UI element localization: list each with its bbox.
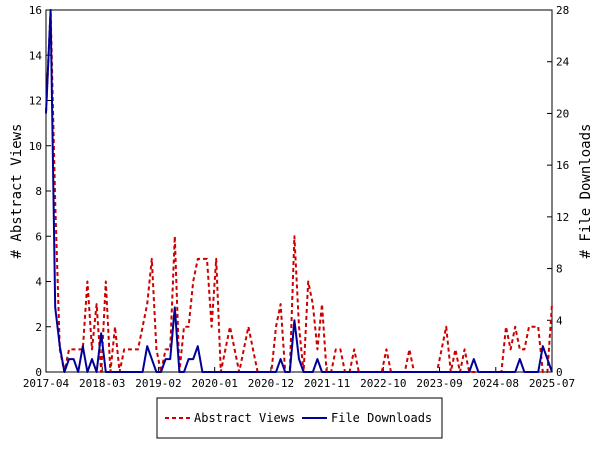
legend: Abstract Views File Downloads xyxy=(156,397,443,439)
y-right-tick-label: 16 xyxy=(556,159,569,172)
y-left-axis-title: # Abstract Views xyxy=(9,124,25,259)
plot-area xyxy=(45,9,553,373)
y-right-tick-label: 4 xyxy=(556,314,563,327)
x-tick-label: 2020-12 xyxy=(248,377,294,390)
y-left-tick-label: 12 xyxy=(29,95,42,108)
x-tick-label: 2023-09 xyxy=(416,377,462,390)
legend-label-abstract-views: Abstract Views xyxy=(194,411,295,425)
y-right-tick-label: 20 xyxy=(556,107,569,120)
x-tick-label: 2022-10 xyxy=(360,377,406,390)
series-line-abstract-views xyxy=(45,9,553,373)
y-left-tick-label: 16 xyxy=(29,4,42,17)
series-layer xyxy=(45,9,553,373)
x-tick-label: 2021-11 xyxy=(304,377,350,390)
x-tick-label: 2025-07 xyxy=(529,377,575,390)
y-left-tick-label: 10 xyxy=(29,140,42,153)
x-tick-label: 2019-02 xyxy=(135,377,181,390)
y-left-tick-label: 8 xyxy=(35,185,42,198)
y-left-tick-label: 6 xyxy=(35,230,42,243)
y-left-tick-label: 2 xyxy=(35,321,42,334)
legend-label-file-downloads: File Downloads xyxy=(331,411,432,425)
y-right-tick-label: 12 xyxy=(556,211,569,224)
y-left-tick-label: 0 xyxy=(35,366,42,379)
x-tick-label: 2020-01 xyxy=(191,377,237,390)
y-left-tick-label: 4 xyxy=(35,276,42,289)
y-right-tick-label: 28 xyxy=(556,4,569,17)
y-right-tick-label: 0 xyxy=(556,366,563,379)
y-right-tick-label: 24 xyxy=(556,56,570,69)
x-tick-label: 2024-08 xyxy=(473,377,519,390)
y-right-tick-label: 8 xyxy=(556,263,563,276)
x-tick-label: 2017-04 xyxy=(23,377,70,390)
x-tick-label: 2018-03 xyxy=(79,377,125,390)
legend-box xyxy=(156,397,443,439)
series-line-file-downloads xyxy=(45,9,553,373)
y-right-axis-title: # File Downloads xyxy=(578,124,594,259)
y-left-tick-label: 14 xyxy=(29,49,43,62)
